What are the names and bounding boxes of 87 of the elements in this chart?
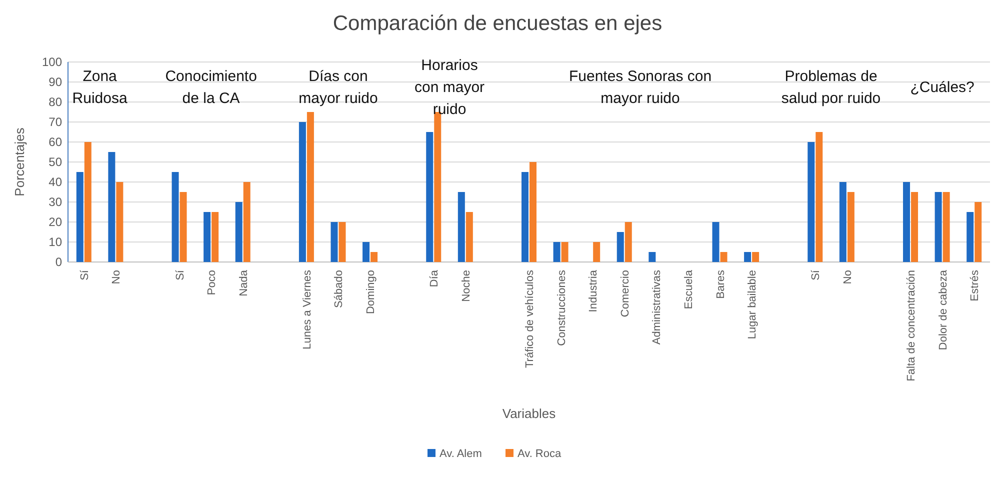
bar xyxy=(172,172,179,262)
bar xyxy=(212,212,219,262)
bar xyxy=(76,172,84,262)
bar xyxy=(522,172,528,262)
x-tick-label: Lugar bailable xyxy=(746,270,759,340)
x-tick-label: Noche xyxy=(460,270,472,302)
bar xyxy=(84,142,92,262)
y-tick-label: 100 xyxy=(42,55,62,69)
annotation: Días con mayor ruido xyxy=(298,68,378,107)
bar xyxy=(330,222,338,262)
legend-label: Av. Alem xyxy=(440,448,482,460)
bar xyxy=(426,132,434,262)
bar xyxy=(553,242,560,262)
bar xyxy=(911,192,918,262)
x-tick-label: Comercio xyxy=(619,270,632,318)
bar xyxy=(204,212,211,262)
bar xyxy=(974,202,982,262)
annotation: Horarios con mayor ruido xyxy=(414,57,485,118)
bar xyxy=(942,192,950,262)
legend-label: Av. Roca xyxy=(518,448,562,460)
chart-title: Comparación de encuestas en ejes xyxy=(332,12,662,35)
bar xyxy=(616,232,624,262)
bar xyxy=(306,112,314,262)
x-tick-label: Sí xyxy=(78,269,91,280)
bar xyxy=(624,222,632,262)
x-tick-label: Domingo xyxy=(365,270,378,314)
y-tick-label: 70 xyxy=(48,115,62,129)
x-tick-label: Dolor de cabeza xyxy=(937,269,950,350)
bar xyxy=(235,202,242,262)
x-tick-label: Nada xyxy=(238,269,250,296)
bar xyxy=(298,122,306,262)
y-tick-label: 10 xyxy=(48,235,62,249)
annotation: Conocimiento de la CA xyxy=(165,68,257,107)
bar xyxy=(712,222,720,262)
bar xyxy=(593,242,600,262)
bar xyxy=(903,182,910,262)
x-tick-label: No xyxy=(842,270,854,284)
y-tick-label: 0 xyxy=(55,255,62,269)
bar xyxy=(816,132,823,262)
bar xyxy=(720,252,728,262)
annotation: Fuentes Sonoras con mayor ruido xyxy=(568,68,712,107)
x-tick-label: Falta de concentración xyxy=(906,270,918,382)
bar xyxy=(370,252,378,262)
bar xyxy=(561,242,568,262)
x-tick-label: Día xyxy=(428,269,441,288)
bar xyxy=(466,212,473,262)
y-tick-label: 60 xyxy=(48,135,62,149)
x-tick-label: Sábado xyxy=(333,270,346,308)
bar xyxy=(744,252,752,262)
bar xyxy=(338,222,346,262)
x-tick-label: Poco xyxy=(206,270,218,296)
bar xyxy=(108,152,116,262)
x-tick-label: Tráfico de vehículos xyxy=(524,270,536,368)
bar xyxy=(458,192,465,262)
bar xyxy=(243,182,250,262)
x-tick-label: Lunes a Viernes xyxy=(301,270,314,350)
annotation: Zona Ruidosa xyxy=(72,68,128,107)
y-tick-label: 90 xyxy=(48,75,62,89)
x-tick-label: Bares xyxy=(714,270,727,299)
x-tick-label: No xyxy=(110,270,123,284)
bar xyxy=(530,162,536,262)
x-tick-label: Estrés xyxy=(969,270,982,302)
bar xyxy=(116,182,124,262)
x-tick-label: Industria xyxy=(588,269,600,312)
bar xyxy=(180,192,187,262)
y-tick-label: 80 xyxy=(48,95,62,109)
bar xyxy=(752,252,760,262)
bar xyxy=(362,242,370,262)
annotation: Problemas de salud por ruido xyxy=(781,68,881,107)
bar xyxy=(934,192,942,262)
x-tick-label: Administrativas xyxy=(651,270,664,345)
y-tick-label: 20 xyxy=(48,215,62,229)
bar xyxy=(847,192,854,262)
y-axis-title: Porcentajes xyxy=(12,127,27,196)
bar xyxy=(648,252,656,262)
bar xyxy=(808,142,815,262)
bar xyxy=(966,212,974,262)
y-tick-label: 50 xyxy=(48,155,62,169)
y-tick-label: 30 xyxy=(48,195,62,209)
x-tick-label: Construcciones xyxy=(556,270,568,346)
x-tick-label: Sí xyxy=(174,269,186,280)
x-tick-label: Sí xyxy=(810,269,822,280)
x-tick-label: Escuela xyxy=(682,269,695,310)
bar xyxy=(839,182,846,262)
y-tick-label: 40 xyxy=(48,175,62,189)
annotation: ¿Cuáles? xyxy=(910,79,974,96)
x-axis-title: Variables xyxy=(502,406,556,421)
